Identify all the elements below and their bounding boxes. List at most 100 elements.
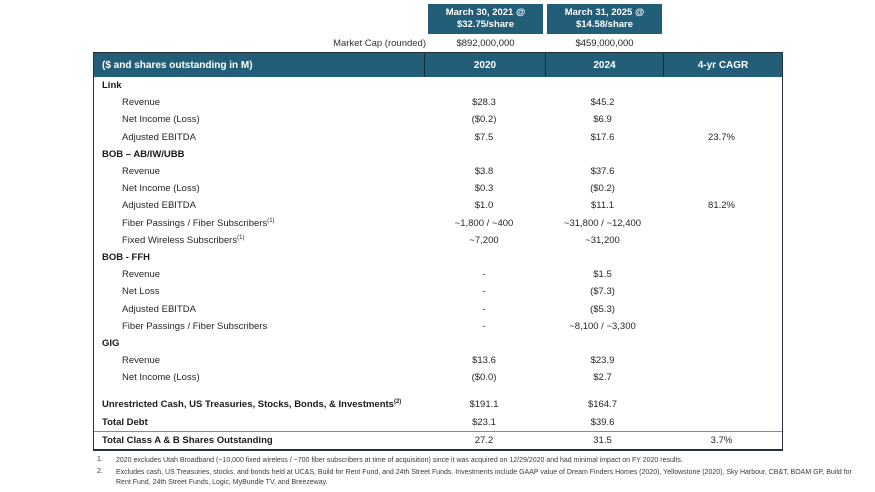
row-label: Net Income (Loss) <box>122 372 200 384</box>
value-2020: - <box>482 269 486 281</box>
row-label: Adjusted EBITDA <box>122 200 196 212</box>
table-header-label: ($ and shares outstanding in M) <box>102 59 253 71</box>
value-2024: ($7.3) <box>590 286 615 298</box>
blank-row <box>94 386 782 396</box>
value-2020: ($0.2) <box>471 114 497 126</box>
row-label: Fixed Wireless Subscribers(1) <box>122 234 245 246</box>
footnote-1: 1. 2020 excludes Utah Broadband (~10,000… <box>97 456 863 465</box>
row-label: Net Income (Loss) <box>122 114 200 126</box>
value-2024: ($0.2) <box>590 183 615 195</box>
row-label: BOB – AB/IW/UBB <box>102 148 185 160</box>
row-label: Net Loss <box>122 286 160 298</box>
table-row-total-shares: Total Class A & B Shares Outstanding 27.… <box>94 430 782 449</box>
value-2020: $28.3 <box>472 97 496 109</box>
share-price-2025: $14.58/share <box>575 19 634 30</box>
value-2024: ~8,100 / ~3,300 <box>569 320 636 332</box>
footnote-ref-2: (2) <box>393 399 402 406</box>
share-price-2021: $32.75/share <box>456 19 515 30</box>
row-label: Fiber Passings / Fiber Subscribers <box>122 320 268 332</box>
share-price-box-2021: March 30, 2021 @ $32.75/share <box>428 4 543 34</box>
market-cap-2025: $459,000,000 <box>575 38 634 49</box>
footnote-text: 2020 excludes Utah Broadband (~10,000 fi… <box>116 457 683 464</box>
table-header-2024: 2024 <box>545 53 663 77</box>
value-2020: ~1,800 / ~400 <box>454 217 514 229</box>
footnote-text: Excludes cash, US Treasuries, stocks, an… <box>116 469 852 486</box>
table-row: Adjusted EBITDA $7.5 $17.6 23.7% <box>94 129 782 146</box>
table-row: Adjusted EBITDA - ($5.3) <box>94 300 782 317</box>
value-2020: ($0.0) <box>471 372 497 384</box>
value-2020: $3.8 <box>474 166 494 178</box>
row-label: Total Class A & B Shares Outstanding <box>102 434 273 446</box>
value-cagr: 3.7% <box>710 434 733 446</box>
table-row: Adjusted EBITDA $1.0 $11.1 81.2% <box>94 197 782 214</box>
table-header-2020: 2020 <box>424 53 545 77</box>
row-label: Revenue <box>122 355 161 367</box>
value-2024: $6.9 <box>593 114 612 126</box>
share-date-2025: March 31, 2025 @ <box>564 6 645 18</box>
value-2020: $191.1 <box>469 399 499 411</box>
value-2020: $23.1 <box>472 416 496 428</box>
value-2024: ~31,800 / ~12,400 <box>563 217 642 229</box>
footnote-2: 2. Excludes cash, US Treasuries, stocks,… <box>97 468 863 487</box>
table-row-section-gig: GIG <box>94 335 782 352</box>
value-2024: $11.1 <box>590 200 615 212</box>
table-row-section-link: Link <box>94 77 782 94</box>
row-label: Unrestricted Cash, US Treasuries, Stocks… <box>102 399 402 411</box>
value-2020: $0.3 <box>474 183 494 195</box>
value-2024: ~31,200 <box>585 234 620 246</box>
row-label: Revenue <box>122 166 161 178</box>
value-2024: $2.7 <box>593 372 612 384</box>
value-2020: - <box>482 286 486 298</box>
financial-table: ($ and shares outstanding in M) 2020 202… <box>93 52 783 451</box>
footnotes: 1. 2020 excludes Utah Broadband (~10,000… <box>97 456 863 490</box>
table-row: Fixed Wireless Subscribers(1) ~7,200 ~31… <box>94 232 782 249</box>
value-2020: $13.6 <box>472 355 496 367</box>
footnote-number: 1. <box>97 456 103 463</box>
table-row: Net Income (Loss) ($0.0) $2.7 <box>94 369 782 386</box>
value-2024: $37.6 <box>590 166 615 178</box>
table-header-cagr: 4-yr CAGR <box>663 53 782 77</box>
value-2020: 27.2 <box>474 434 494 446</box>
share-price-box-2025: March 31, 2025 @ $14.58/share <box>547 4 662 34</box>
table-row-section-bob-ffh: BOB - FFH <box>94 249 782 266</box>
row-label: Net Income (Loss) <box>122 183 200 195</box>
value-2024: $1.5 <box>593 269 612 281</box>
table-row: Fiber Passings / Fiber Subscribers(1) ~1… <box>94 215 782 232</box>
value-2024: 31.5 <box>593 434 612 446</box>
row-label: Fiber Passings / Fiber Subscribers(1) <box>122 217 275 229</box>
share-date-2021: March 30, 2021 @ <box>445 6 526 18</box>
table-row: Net Loss - ($7.3) <box>94 283 782 300</box>
value-2024: $23.9 <box>590 355 615 367</box>
footnote-ref-1: (1) <box>267 217 275 224</box>
row-label: Link <box>102 80 122 92</box>
footnote-ref-1: (1) <box>237 234 245 241</box>
table-row: Net Income (Loss) $0.3 ($0.2) <box>94 180 782 197</box>
market-cap-2021: $892,000,000 <box>456 38 515 49</box>
value-2020: $7.5 <box>474 131 494 143</box>
table-row-section-bob-ab: BOB – AB/IW/UBB <box>94 146 782 163</box>
value-2024: $45.2 <box>590 97 615 109</box>
row-label: BOB - FFH <box>102 251 151 263</box>
value-2024: $39.6 <box>590 416 615 428</box>
value-2024: $164.7 <box>587 399 618 411</box>
row-label: Revenue <box>122 269 161 281</box>
value-2020: - <box>482 303 486 315</box>
table-row-total-debt: Total Debt $23.1 $39.6 <box>94 414 782 431</box>
row-label: Revenue <box>122 97 161 109</box>
table-row: Revenue - $1.5 <box>94 266 782 283</box>
value-2024: $17.6 <box>590 131 615 143</box>
table-row: Fiber Passings / Fiber Subscribers - ~8,… <box>94 318 782 335</box>
table-row: Net Income (Loss) ($0.2) $6.9 <box>94 111 782 128</box>
value-2020: - <box>482 320 486 332</box>
table-header-row: ($ and shares outstanding in M) 2020 202… <box>94 53 782 77</box>
value-2024: ($5.3) <box>590 303 615 315</box>
value-2020: ~7,200 <box>469 234 499 246</box>
row-label: Total Debt <box>102 416 148 428</box>
row-label: Adjusted EBITDA <box>122 131 196 143</box>
table-row-total-cash: Unrestricted Cash, US Treasuries, Stocks… <box>94 396 782 413</box>
table-row: Revenue $13.6 $23.9 <box>94 352 782 369</box>
table-row: Revenue $28.3 $45.2 <box>94 94 782 111</box>
footnote-number: 2. <box>97 468 103 476</box>
value-cagr: 23.7% <box>708 131 735 143</box>
